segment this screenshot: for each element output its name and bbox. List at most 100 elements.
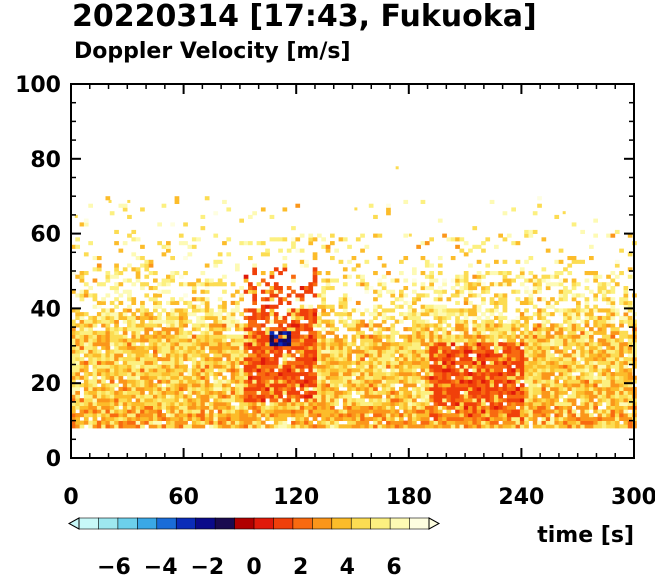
heatmap-cell xyxy=(354,207,358,211)
heatmap-cell xyxy=(114,271,119,276)
heatmap-cell xyxy=(291,368,296,373)
heatmap-cell xyxy=(386,327,391,332)
heatmap-cell xyxy=(541,368,547,373)
heatmap-cell xyxy=(148,386,154,391)
heatmap-cell xyxy=(273,327,279,332)
heatmap-cell xyxy=(230,375,236,380)
heatmap-cell xyxy=(131,360,137,365)
heatmap-cell xyxy=(79,278,85,283)
heatmap-cell xyxy=(494,401,499,406)
heatmap-cell xyxy=(166,383,171,388)
heatmap-cell xyxy=(209,312,214,317)
heatmap-cell xyxy=(200,323,206,328)
heatmap-cell xyxy=(355,420,361,425)
heatmap-cell xyxy=(368,349,374,354)
chart-title: 20220314 [17:43, Fukuoka] xyxy=(72,0,537,34)
heatmap-cell xyxy=(183,319,188,324)
heatmap-cell xyxy=(412,271,417,276)
heatmap-cell xyxy=(550,383,555,388)
heatmap-cell xyxy=(481,386,486,391)
heatmap-cell xyxy=(338,383,344,388)
heatmap-cell xyxy=(196,386,201,391)
heatmap-cell xyxy=(196,375,201,380)
heatmap-cell xyxy=(286,323,292,328)
heatmap-cell xyxy=(308,315,314,320)
heatmap-cell xyxy=(148,409,154,414)
heatmap-cell xyxy=(463,394,469,399)
heatmap-cell xyxy=(506,360,512,365)
heatmap-cell xyxy=(584,323,590,328)
heatmap-cell xyxy=(248,345,253,350)
heatmap-cell xyxy=(390,327,396,332)
heatmap-cell xyxy=(412,394,417,399)
heatmap-cell xyxy=(239,312,244,317)
heatmap-cell xyxy=(222,327,227,332)
heatmap-cell xyxy=(122,241,128,246)
heatmap-cell xyxy=(161,334,167,339)
heatmap-cell xyxy=(178,401,184,406)
heatmap-cell xyxy=(101,353,106,358)
heatmap-cell xyxy=(606,315,611,320)
heatmap-cell xyxy=(118,379,124,384)
heatmap-cell xyxy=(412,338,417,343)
heatmap-cell xyxy=(248,308,253,313)
heatmap-cell xyxy=(554,342,560,347)
heatmap-cell xyxy=(455,390,460,395)
heatmap-cell xyxy=(226,401,232,406)
heatmap-cell xyxy=(524,360,529,365)
heatmap-cell xyxy=(196,297,201,302)
heatmap-cell xyxy=(476,372,482,377)
heatmap-cell xyxy=(412,312,417,317)
heatmap-cell xyxy=(213,263,219,268)
heatmap-cell xyxy=(118,334,124,339)
heatmap-cell xyxy=(614,259,620,264)
heatmap-cell xyxy=(381,327,387,332)
heatmap-cell xyxy=(342,394,348,399)
heatmap-cell xyxy=(364,409,370,414)
heatmap-cell xyxy=(96,319,102,324)
heatmap-cell xyxy=(498,312,503,317)
heatmap-cell xyxy=(368,203,374,208)
heatmap-cell xyxy=(619,375,624,380)
heatmap-cell xyxy=(330,424,335,429)
heatmap-cell xyxy=(317,383,322,388)
heatmap-cell xyxy=(338,424,344,429)
heatmap-cell xyxy=(502,259,508,264)
heatmap-cell xyxy=(420,409,426,414)
heatmap-cell xyxy=(627,353,633,358)
heatmap-cell xyxy=(394,394,400,399)
heatmap-cell xyxy=(472,226,478,231)
heatmap-cell xyxy=(351,256,357,261)
heatmap-cell xyxy=(135,413,141,418)
heatmap-cell xyxy=(355,319,361,324)
heatmap-cell xyxy=(273,293,279,298)
heatmap-cell xyxy=(286,405,292,410)
heatmap-cell xyxy=(118,364,124,369)
heatmap-cell xyxy=(291,308,296,313)
heatmap-cell xyxy=(584,379,590,384)
heatmap-cell xyxy=(131,319,137,324)
heatmap-cell xyxy=(144,420,150,425)
heatmap-cell xyxy=(191,357,197,362)
colorbar-tick-label: 0 xyxy=(246,555,261,577)
heatmap-cell xyxy=(532,416,538,421)
heatmap-cell xyxy=(442,345,447,350)
heatmap-cell xyxy=(312,308,318,313)
heatmap-cell xyxy=(394,297,400,302)
heatmap-cell xyxy=(537,360,542,365)
heatmap-cell xyxy=(623,304,629,309)
heatmap-cell xyxy=(153,300,158,305)
heatmap-cell xyxy=(550,394,555,399)
heatmap-cell xyxy=(515,345,521,350)
heatmap-cell xyxy=(153,278,158,283)
heatmap-cell xyxy=(563,413,568,418)
heatmap-cell xyxy=(278,315,283,320)
heatmap-cell xyxy=(200,398,206,403)
heatmap-cell xyxy=(589,334,594,339)
heatmap-cell xyxy=(524,424,529,429)
heatmap-cell xyxy=(273,349,279,354)
heatmap-cell xyxy=(83,222,89,227)
heatmap-cell xyxy=(606,233,611,238)
heatmap-cell xyxy=(278,398,283,403)
heatmap-cell xyxy=(390,342,396,347)
